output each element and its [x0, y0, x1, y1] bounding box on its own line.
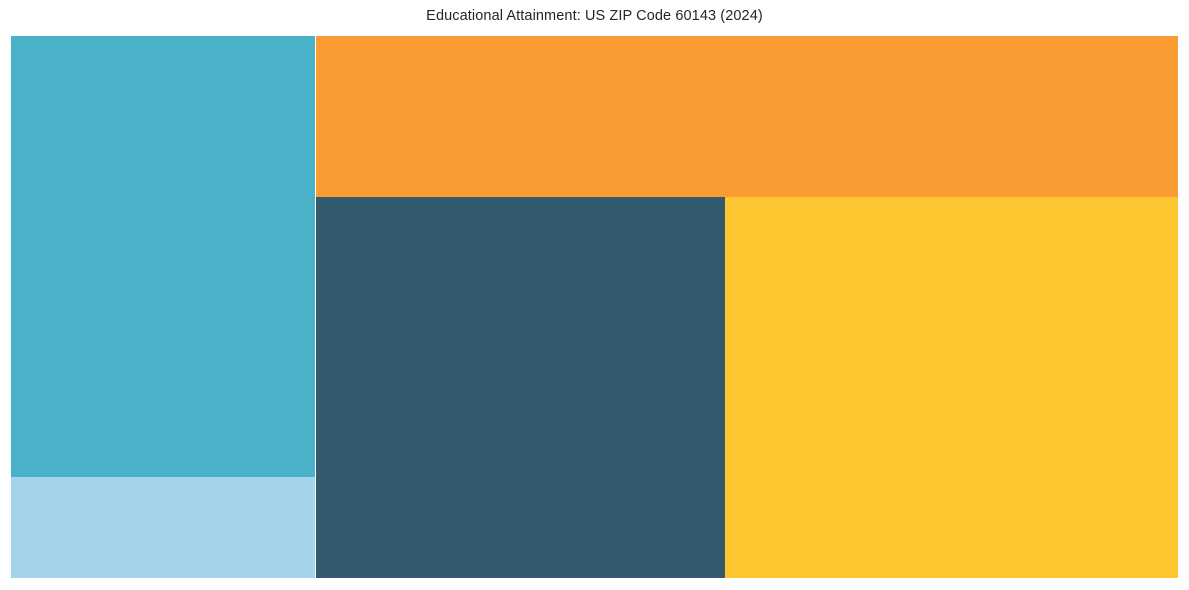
treemap-tile-bachelors-degree[interactable]: Bachelor's degree [724, 196, 1178, 578]
page-title: Educational Attainment: US ZIP Code 6014… [426, 8, 763, 24]
treemap-tile-high-school-graduate[interactable]: High school graduate [316, 196, 726, 578]
treemap-tile-graduate-or-professional-degree[interactable]: Graduate or professional degree [316, 36, 1178, 197]
treemap-tile-some-college-no-degree[interactable]: Some college, no degree [11, 36, 315, 478]
treemap-plot-area: Some college, no degree Less than high s… [11, 36, 1178, 578]
treemap-tile-less-than-high-school[interactable]: Less than high school [11, 477, 315, 578]
